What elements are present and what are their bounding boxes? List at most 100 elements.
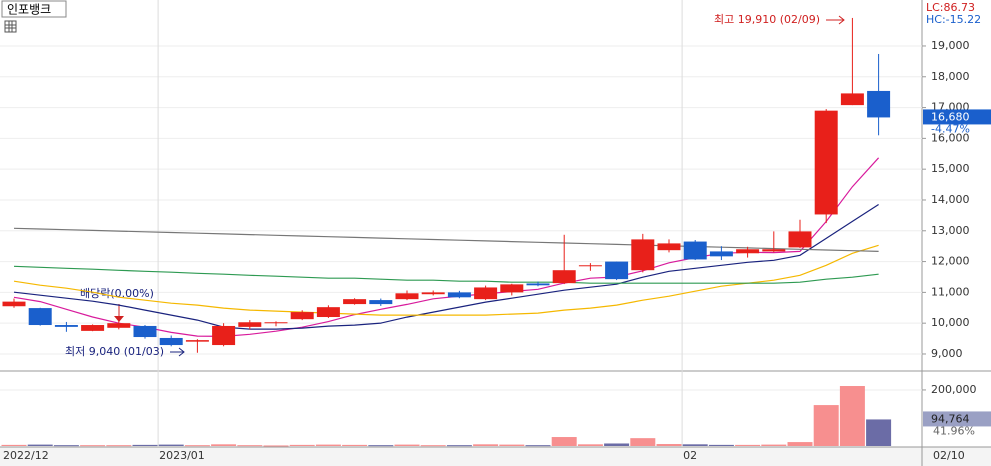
lc-indicator: LC:86.73 xyxy=(926,1,975,14)
volume-bar xyxy=(263,445,289,447)
candle-body xyxy=(657,243,681,251)
volume-bar xyxy=(708,444,734,446)
x-axis-band xyxy=(0,447,991,466)
ma-line xyxy=(13,157,880,338)
candle-body xyxy=(867,90,891,118)
candle-body xyxy=(840,93,864,106)
candle-body xyxy=(212,325,236,346)
volume-bar xyxy=(604,443,630,446)
y-tick-label: 14,000 xyxy=(931,193,970,206)
volume-bar xyxy=(237,445,263,447)
candle-body xyxy=(762,249,786,252)
y-tick-label: 13,000 xyxy=(931,224,970,237)
volume-bar xyxy=(420,445,446,447)
candle-body xyxy=(578,265,602,267)
candle-body xyxy=(447,292,471,298)
volume-bar xyxy=(158,444,184,446)
chart-title: 인포뱅크 xyxy=(7,3,51,17)
ma-line xyxy=(13,227,879,252)
candle-body xyxy=(81,325,105,331)
dividend-annotation: 배당락(0.00%) xyxy=(80,287,154,300)
candle-body xyxy=(500,284,524,293)
ma-line xyxy=(13,203,879,330)
volume-bar xyxy=(446,445,472,447)
candle-body xyxy=(605,261,629,280)
last-volume-box xyxy=(923,411,991,427)
candle-body xyxy=(552,270,576,284)
volume-bar xyxy=(1,444,27,446)
x-tick-label: 2023/01 xyxy=(159,449,205,462)
volume-change-label: 41.96% xyxy=(933,424,975,437)
dividend-arrowhead xyxy=(114,316,124,322)
volume-bar xyxy=(184,445,210,447)
candle-body xyxy=(159,337,183,346)
candle-body xyxy=(264,322,288,324)
candle-body xyxy=(736,249,760,254)
candle-body xyxy=(814,110,838,215)
volume-bar xyxy=(761,444,787,446)
candle-body xyxy=(28,308,52,326)
last-price-box xyxy=(923,109,991,125)
ma-line xyxy=(13,244,879,316)
volume-bar xyxy=(499,444,525,446)
volume-bar xyxy=(106,445,132,447)
volume-bar xyxy=(342,444,368,446)
candle-body xyxy=(526,283,550,286)
candle-body xyxy=(185,340,209,342)
volume-bar xyxy=(80,445,106,447)
volume-bar xyxy=(27,444,53,446)
y-tick-label: 200,000 xyxy=(931,383,977,396)
volume-bar xyxy=(525,445,551,447)
candle-body xyxy=(369,300,393,305)
max-annotation: 최고 19,910 (02/09) xyxy=(714,13,820,26)
candle-body xyxy=(54,325,78,327)
candle-body xyxy=(107,323,131,328)
hc-indicator: HC:-15.22 xyxy=(926,13,981,26)
x-tick-label: 02/10 xyxy=(933,449,965,462)
max-arrow xyxy=(826,15,845,25)
candle-body xyxy=(2,301,26,307)
min-annotation: 최저 9,040 (01/03) xyxy=(65,345,164,358)
y-tick-label: 11,000 xyxy=(931,285,970,298)
volume-bar xyxy=(315,444,341,446)
candle-body xyxy=(133,325,157,338)
candle-body xyxy=(343,299,367,305)
volume-bar xyxy=(53,445,79,447)
y-tick-label: 16,000 xyxy=(931,131,970,144)
candle-body xyxy=(474,287,498,300)
last-volume-label: 94,764 xyxy=(931,412,970,425)
candle-body xyxy=(421,292,445,295)
min-arrow xyxy=(170,347,185,357)
volume-bar xyxy=(551,437,577,446)
volume-bar xyxy=(132,444,158,446)
volume-bar xyxy=(473,444,499,446)
y-tick-label: 9,000 xyxy=(931,347,963,360)
candle-body xyxy=(290,312,314,320)
last-price-label: 16,680 xyxy=(931,110,970,123)
y-tick-label: 15,000 xyxy=(931,162,970,175)
y-tick-label: 19,000 xyxy=(931,39,970,52)
y-tick-label: 10,000 xyxy=(931,316,970,329)
volume-bar xyxy=(866,419,892,446)
volume-bar xyxy=(682,444,708,446)
title-box xyxy=(1,0,67,18)
volume-bar xyxy=(211,444,237,446)
volume-bar xyxy=(813,405,839,446)
grid-icon-lines xyxy=(5,21,16,32)
ma-line xyxy=(13,265,879,284)
volume-bar xyxy=(368,445,394,447)
volume-bar xyxy=(630,438,656,446)
candle-body xyxy=(709,251,733,257)
grid-icon[interactable] xyxy=(4,20,17,33)
candle-body xyxy=(238,322,262,327)
y-tick-label: 12,000 xyxy=(931,255,970,268)
candle-body xyxy=(683,241,707,260)
volume-bar xyxy=(735,444,761,446)
volume-bar xyxy=(839,386,865,446)
change-label: -4.47% xyxy=(931,122,970,135)
volume-bar xyxy=(394,444,420,446)
x-tick-label: 2022/12 xyxy=(3,449,49,462)
volume-bar xyxy=(289,444,315,446)
